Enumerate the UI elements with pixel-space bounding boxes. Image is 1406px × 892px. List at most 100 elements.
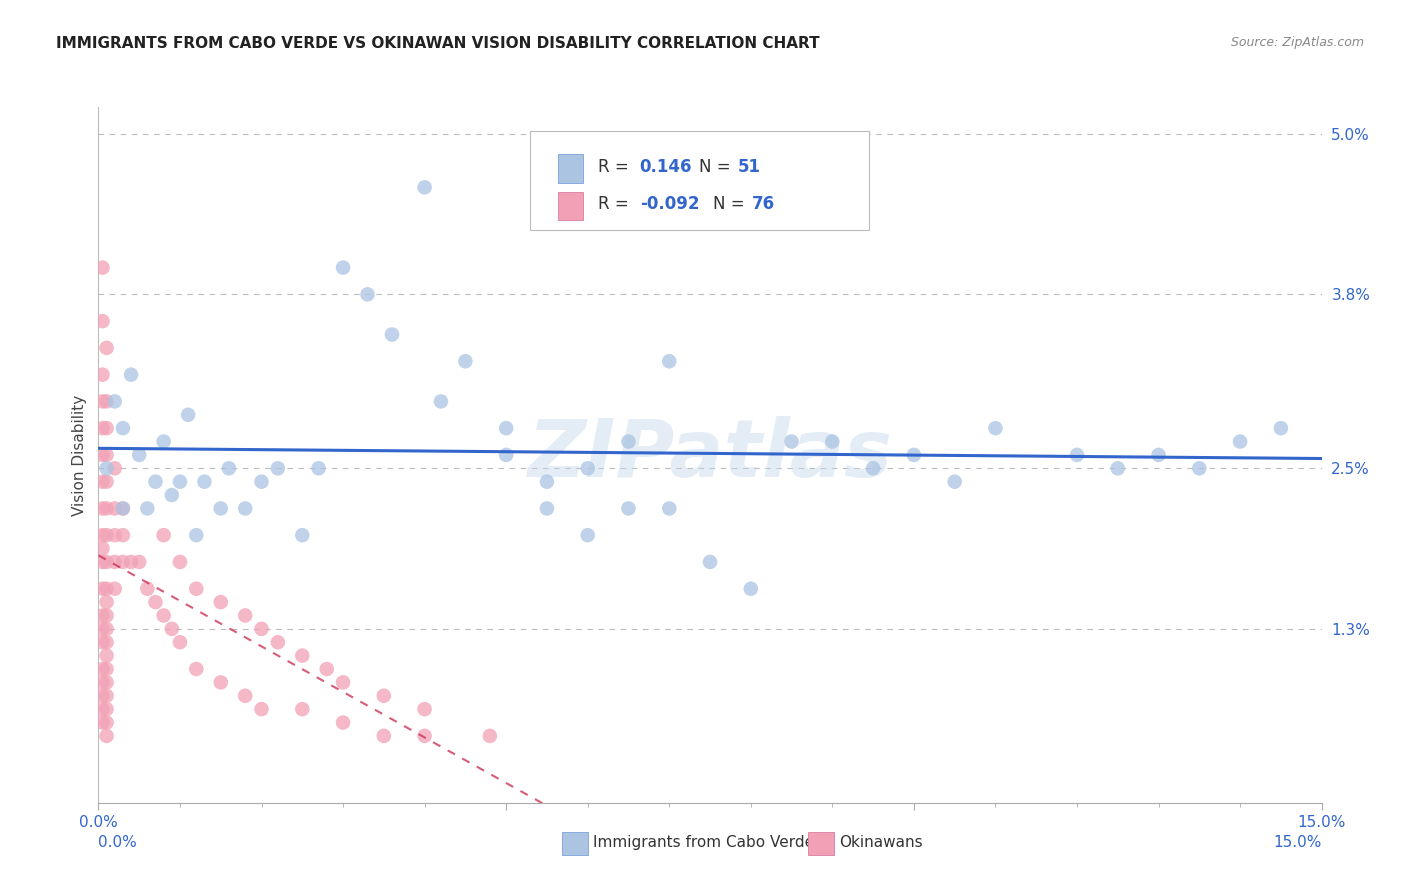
Point xyxy=(96,448,118,462)
Point xyxy=(96,555,118,569)
Point xyxy=(91,662,114,676)
Text: IMMIGRANTS FROM CABO VERDE VS OKINAWAN VISION DISABILITY CORRELATION CHART: IMMIGRANTS FROM CABO VERDE VS OKINAWAN V… xyxy=(56,36,820,51)
Text: Immigrants from Cabo Verde: Immigrants from Cabo Verde xyxy=(593,836,814,850)
Point xyxy=(104,461,127,475)
Point xyxy=(177,408,200,422)
Point xyxy=(96,662,118,676)
Point xyxy=(96,715,118,730)
Point xyxy=(478,729,501,743)
Point xyxy=(91,608,114,623)
Point xyxy=(1229,434,1251,449)
Point xyxy=(1066,448,1088,462)
Point xyxy=(209,595,232,609)
Point xyxy=(96,528,118,542)
Point xyxy=(250,702,273,716)
Point xyxy=(91,675,114,690)
Point xyxy=(536,501,558,516)
Point xyxy=(136,582,159,596)
Point xyxy=(96,729,118,743)
Point xyxy=(91,582,114,596)
Point xyxy=(617,501,640,516)
Point xyxy=(96,648,118,663)
Point xyxy=(233,608,256,623)
Point xyxy=(658,501,681,516)
Point xyxy=(96,675,118,690)
Text: ZIPatlas: ZIPatlas xyxy=(527,416,893,494)
Point xyxy=(233,689,256,703)
Point xyxy=(291,528,314,542)
Point xyxy=(91,448,114,462)
Point xyxy=(104,555,127,569)
Point xyxy=(943,475,966,489)
Point xyxy=(120,555,142,569)
Point xyxy=(233,501,256,516)
Point xyxy=(984,421,1007,435)
Point xyxy=(104,528,127,542)
Point xyxy=(169,555,191,569)
Point xyxy=(111,421,134,435)
Point xyxy=(104,394,127,409)
Point xyxy=(91,715,114,730)
Point xyxy=(209,675,232,690)
Text: 0.146: 0.146 xyxy=(640,158,692,176)
Point xyxy=(91,475,114,489)
Point xyxy=(381,327,404,342)
Text: 15.0%: 15.0% xyxy=(1274,836,1322,850)
Point xyxy=(862,461,884,475)
Point xyxy=(91,314,114,328)
Point xyxy=(152,608,174,623)
Point xyxy=(96,341,118,355)
Point xyxy=(91,528,114,542)
Point xyxy=(91,394,114,409)
Point xyxy=(96,501,118,516)
Point xyxy=(740,582,762,596)
Point xyxy=(1107,461,1129,475)
Point xyxy=(96,394,118,409)
Point xyxy=(291,648,314,663)
Text: Okinawans: Okinawans xyxy=(839,836,922,850)
Point xyxy=(111,555,134,569)
Point xyxy=(96,689,118,703)
Point xyxy=(373,689,395,703)
Text: Source: ZipAtlas.com: Source: ZipAtlas.com xyxy=(1230,36,1364,49)
Point xyxy=(218,461,240,475)
Point xyxy=(356,287,378,301)
Point xyxy=(169,635,191,649)
Point xyxy=(145,595,167,609)
Point xyxy=(576,528,599,542)
Text: -0.092: -0.092 xyxy=(640,195,699,213)
Point xyxy=(186,582,208,596)
Point xyxy=(91,421,114,435)
Point xyxy=(1188,461,1211,475)
Point xyxy=(186,662,208,676)
Text: N =: N = xyxy=(699,158,730,176)
Point xyxy=(430,394,453,409)
Point xyxy=(96,582,118,596)
Point xyxy=(903,448,925,462)
Point xyxy=(128,555,150,569)
Point xyxy=(96,622,118,636)
Text: N =: N = xyxy=(713,195,744,213)
Point xyxy=(332,260,354,275)
Point xyxy=(96,608,118,623)
Point xyxy=(128,448,150,462)
Point xyxy=(91,368,114,382)
Point xyxy=(111,501,134,516)
Point xyxy=(152,434,174,449)
Point xyxy=(145,475,167,489)
Point xyxy=(96,635,118,649)
Point xyxy=(136,501,159,516)
Point xyxy=(96,702,118,716)
Y-axis label: Vision Disability: Vision Disability xyxy=(72,394,87,516)
Text: R =: R = xyxy=(598,195,628,213)
Point xyxy=(267,461,290,475)
Point xyxy=(193,475,215,489)
Point xyxy=(111,501,134,516)
Point xyxy=(120,368,142,382)
Point xyxy=(576,461,599,475)
Point xyxy=(267,635,290,649)
Point xyxy=(96,421,118,435)
Point xyxy=(308,461,330,475)
Point xyxy=(315,662,337,676)
Point xyxy=(160,488,183,502)
